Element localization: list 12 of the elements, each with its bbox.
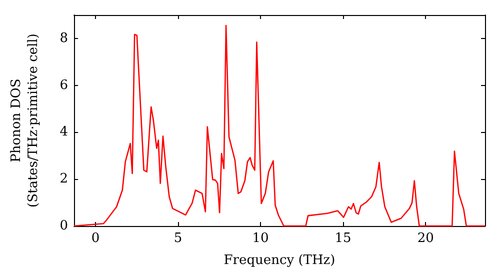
x-tick-label: 15 — [334, 231, 352, 246]
y-tick-label: 0 — [60, 218, 68, 234]
x-tick-label: 20 — [417, 231, 434, 246]
x-tick-label: 0 — [91, 231, 100, 246]
y-tick-label: 4 — [60, 124, 68, 140]
y-tick-label: 2 — [60, 172, 68, 187]
y-tick-label: 8 — [60, 30, 68, 46]
x-axis-title: Frequency (THz) — [224, 253, 336, 268]
y-axis-title: Phonon DOS (States/THz·primitive cell) — [9, 33, 41, 208]
x-tick-label: 5 — [174, 231, 182, 246]
x-tick-label: 10 — [252, 231, 269, 246]
y-tick-label: 6 — [60, 78, 68, 93]
